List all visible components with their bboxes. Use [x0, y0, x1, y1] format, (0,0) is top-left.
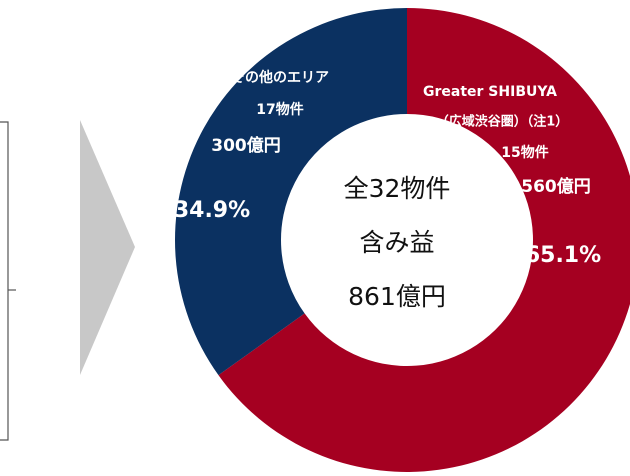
category-label: Greater SHIBUYA: [423, 84, 557, 100]
value-label: 65.1%: [525, 243, 601, 268]
detail-label: 17物件: [256, 101, 303, 118]
arrow: [80, 120, 135, 375]
detail-label: 560億円: [521, 176, 591, 197]
value-label: 34.9%: [174, 198, 250, 223]
center-text: 861億円: [348, 282, 446, 311]
center-text: 含み益: [359, 228, 434, 257]
slice: [218, 8, 630, 472]
bracket: [0, 121, 16, 441]
center-text: 全32物件: [344, 174, 451, 203]
detail-label: （広域渋谷圏）（注1）: [436, 114, 569, 130]
category-label: その他のエリア: [231, 69, 329, 86]
detail-label: 15物件: [501, 144, 548, 161]
slice: [175, 7, 407, 376]
bracket-line: [0, 121, 9, 441]
detail-label: 300億円: [211, 135, 281, 156]
